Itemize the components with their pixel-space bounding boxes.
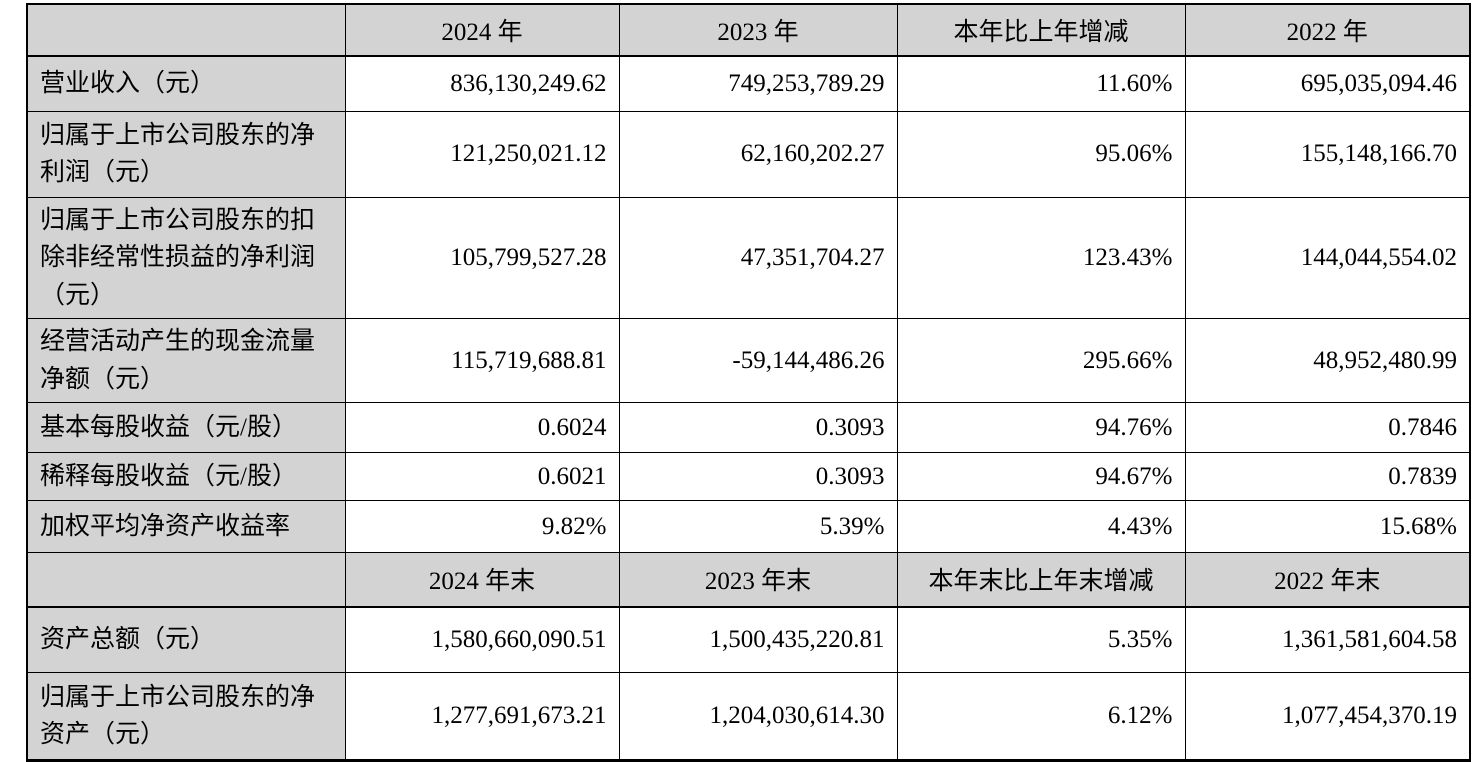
table-row-net-assets-attributable: 归属于上市公司股东的净资产（元） 1,277,691,673.21 1,204,…	[26, 672, 1471, 761]
cell-change-value: 95.06%	[896, 110, 1186, 198]
cell-change-value: 94.67%	[896, 452, 1186, 501]
cell-2022-value: 1,361,581,604.58	[1184, 606, 1471, 673]
header-cell-2023-end: 2023 年末	[618, 552, 898, 608]
cell-change-value: 94.76%	[896, 402, 1186, 453]
cell-2023-value: 0.3093	[618, 452, 898, 501]
row-label: 基本每股收益（元/股）	[26, 402, 346, 453]
period-end-header-row: 2024 年末 2023 年末 本年末比上年末增减 2022 年末	[26, 552, 1471, 608]
cell-2022-value: 15.68%	[1184, 500, 1471, 553]
header-cell-2024-end: 2024 年末	[344, 552, 620, 608]
cell-change-value: 11.60%	[896, 55, 1186, 112]
cell-change-value: 295.66%	[896, 318, 1186, 403]
cell-2022-value: 144,044,554.02	[1184, 196, 1471, 319]
cell-2023-value: 62,160,202.27	[618, 110, 898, 198]
row-label: 营业收入（元）	[26, 55, 346, 112]
cell-2024-value: 121,250,021.12	[344, 110, 620, 198]
financial-summary-table-container: 2024 年 2023 年 本年比上年增减 2022 年 营业收入（元） 836…	[26, 3, 1471, 762]
row-label: 归属于上市公司股东的净资产（元）	[26, 672, 346, 761]
cell-change-value: 5.35%	[896, 606, 1186, 673]
row-label: 归属于上市公司股东的扣除非经常性损益的净利润（元）	[26, 196, 346, 319]
table-row-operating-revenue: 营业收入（元） 836,130,249.62 749,253,789.29 11…	[26, 55, 1471, 112]
header-cell-2024: 2024 年	[344, 3, 620, 57]
cell-2022-value: 0.7839	[1184, 452, 1471, 501]
header-cell-2022: 2022 年	[1184, 3, 1471, 57]
table-row-total-assets: 资产总额（元） 1,580,660,090.51 1,500,435,220.8…	[26, 606, 1471, 673]
financial-summary-table: 2024 年 2023 年 本年比上年增减 2022 年 营业收入（元） 836…	[26, 3, 1471, 762]
cell-2024-value: 9.82%	[344, 500, 620, 553]
header-cell-end-change: 本年末比上年末增减	[896, 552, 1186, 608]
cell-2022-value: 155,148,166.70	[1184, 110, 1471, 198]
cell-2023-value: 749,253,789.29	[618, 55, 898, 112]
cell-2022-value: 0.7846	[1184, 402, 1471, 453]
cell-2023-value: 5.39%	[618, 500, 898, 553]
header-cell-2023: 2023 年	[618, 3, 898, 57]
cell-2024-value: 1,277,691,673.21	[344, 672, 620, 761]
cell-2023-value: -59,144,486.26	[618, 318, 898, 403]
cell-change-value: 123.43%	[896, 196, 1186, 319]
cell-2022-value: 1,077,454,370.19	[1184, 672, 1471, 761]
row-label: 稀释每股收益（元/股）	[26, 452, 346, 501]
cell-2023-value: 1,500,435,220.81	[618, 606, 898, 673]
row-label: 加权平均净资产收益率	[26, 500, 346, 553]
cell-2023-value: 47,351,704.27	[618, 196, 898, 319]
header-cell-yoy-change: 本年比上年增减	[896, 3, 1186, 57]
cell-2024-value: 115,719,688.81	[344, 318, 620, 403]
cell-change-value: 4.43%	[896, 500, 1186, 553]
annual-header-row: 2024 年 2023 年 本年比上年增减 2022 年	[26, 3, 1471, 57]
header-cell-empty	[26, 552, 346, 608]
header-cell-2022-end: 2022 年末	[1184, 552, 1471, 608]
table-row-net-profit-attributable: 归属于上市公司股东的净利润（元） 121,250,021.12 62,160,2…	[26, 110, 1471, 198]
cell-2022-value: 48,952,480.99	[1184, 318, 1471, 403]
cell-2024-value: 0.6021	[344, 452, 620, 501]
header-cell-empty	[26, 3, 346, 57]
cell-2024-value: 105,799,527.28	[344, 196, 620, 319]
cell-2024-value: 0.6024	[344, 402, 620, 453]
cell-change-value: 6.12%	[896, 672, 1186, 761]
table-row-net-profit-excl-nonrecurring: 归属于上市公司股东的扣除非经常性损益的净利润（元） 105,799,527.28…	[26, 196, 1471, 319]
cell-2024-value: 1,580,660,090.51	[344, 606, 620, 673]
table-row-operating-cash-flow: 经营活动产生的现金流量净额（元） 115,719,688.81 -59,144,…	[26, 318, 1471, 403]
cell-2022-value: 695,035,094.46	[1184, 55, 1471, 112]
cell-2023-value: 1,204,030,614.30	[618, 672, 898, 761]
cell-2024-value: 836,130,249.62	[344, 55, 620, 112]
cell-2023-value: 0.3093	[618, 402, 898, 453]
table-row-basic-eps: 基本每股收益（元/股） 0.6024 0.3093 94.76% 0.7846	[26, 402, 1471, 453]
table-row-weighted-avg-roe: 加权平均净资产收益率 9.82% 5.39% 4.43% 15.68%	[26, 500, 1471, 553]
table-row-diluted-eps: 稀释每股收益（元/股） 0.6021 0.3093 94.67% 0.7839	[26, 452, 1471, 501]
row-label: 经营活动产生的现金流量净额（元）	[26, 318, 346, 403]
row-label: 归属于上市公司股东的净利润（元）	[26, 110, 346, 198]
row-label: 资产总额（元）	[26, 606, 346, 673]
